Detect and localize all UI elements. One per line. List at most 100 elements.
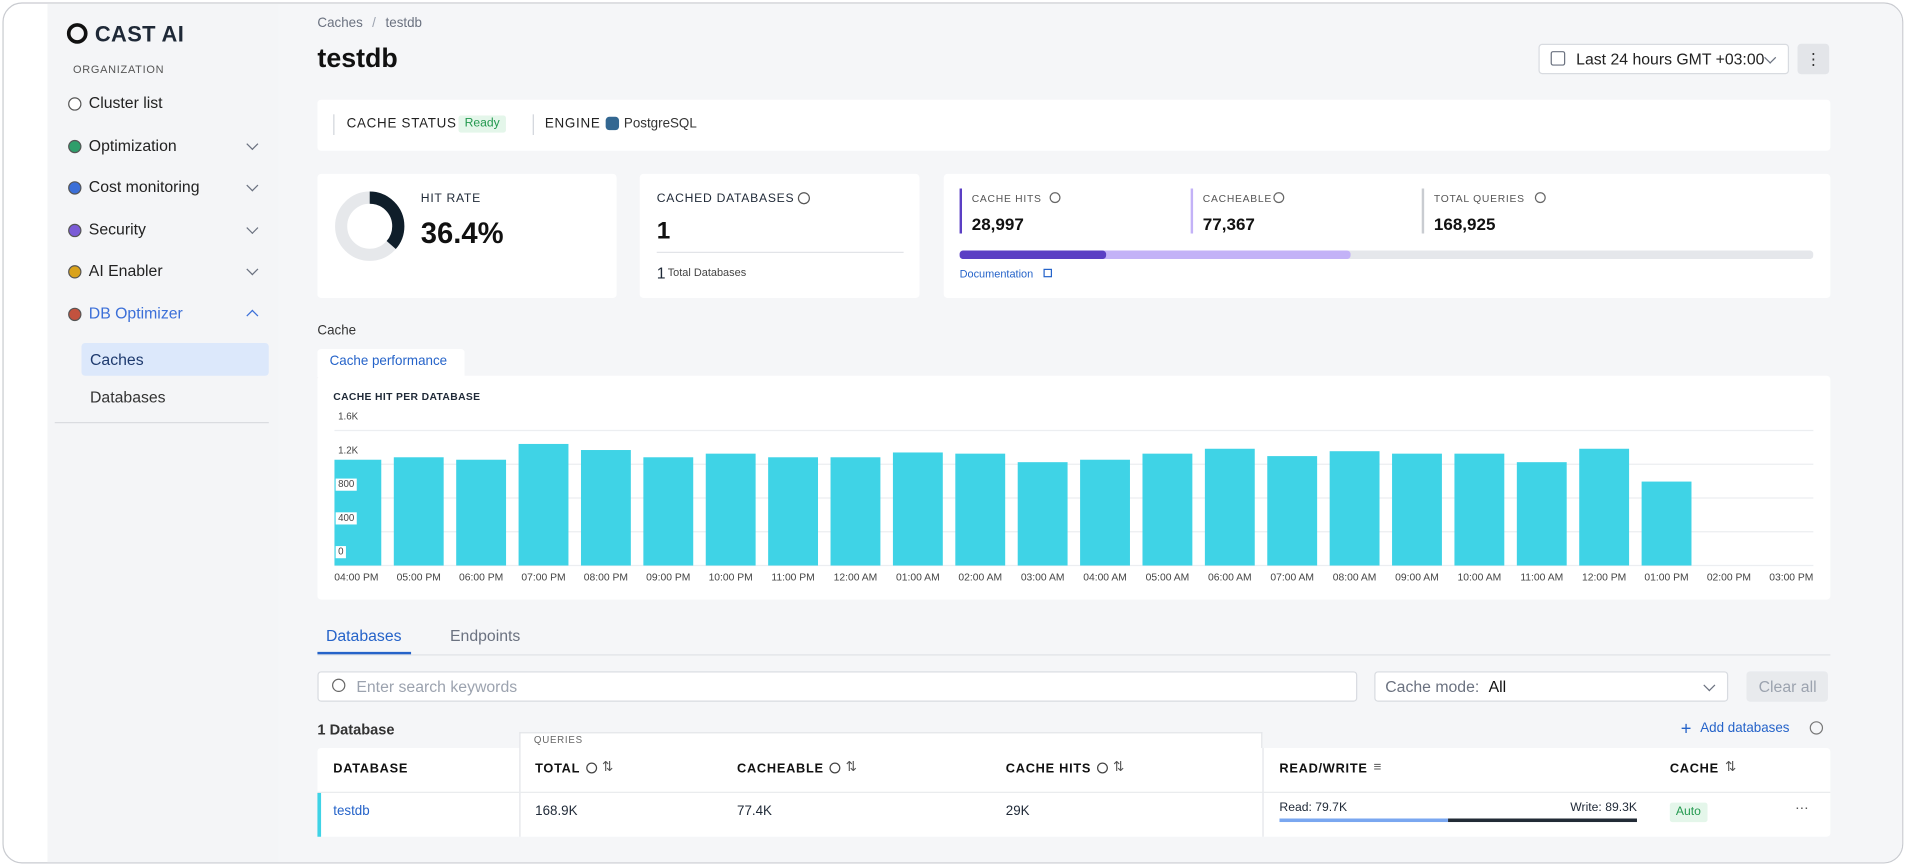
row-divider bbox=[317, 791, 1831, 793]
metric-value: 168,925 bbox=[1433, 214, 1496, 234]
add-link[interactable]: Add databases bbox=[1700, 721, 1790, 736]
nav-subitem[interactable]: Databases bbox=[89, 387, 166, 407]
nav-item[interactable]: Cost monitoring bbox=[88, 177, 200, 196]
column-header[interactable]: CACHE HITS bbox=[1005, 761, 1092, 776]
logo-icon bbox=[66, 23, 88, 44]
bar bbox=[643, 457, 694, 566]
x-tick-label: 05:00 PM bbox=[397, 572, 441, 583]
section-title: Cache bbox=[317, 323, 357, 339]
info-icon[interactable] bbox=[1049, 192, 1061, 204]
tab[interactable] bbox=[317, 349, 465, 378]
search-placeholder[interactable]: Enter search keywords bbox=[356, 677, 518, 696]
y-tick-bg bbox=[335, 512, 357, 525]
select-label: Cache mode: bbox=[1385, 677, 1480, 696]
info-icon[interactable] bbox=[1097, 762, 1109, 774]
metric-value: 77,367 bbox=[1202, 214, 1255, 234]
nav-active[interactable] bbox=[81, 342, 269, 376]
time-range-label[interactable]: Last 24 hours GMT +03:00 bbox=[1576, 49, 1765, 69]
bar bbox=[1392, 453, 1442, 566]
write-label: Write: 89.3K bbox=[1570, 801, 1637, 815]
tab-label[interactable]: Cache performance bbox=[329, 353, 448, 369]
db-link[interactable]: testdb bbox=[333, 803, 370, 819]
read-text: Read: bbox=[1279, 801, 1312, 815]
nav-item[interactable]: AI Enabler bbox=[88, 261, 163, 280]
bar bbox=[1516, 462, 1567, 566]
row-menu[interactable]: ⋯ bbox=[1795, 801, 1809, 817]
bar bbox=[1142, 453, 1193, 566]
bar bbox=[1579, 448, 1630, 566]
settings-icon[interactable] bbox=[1809, 721, 1824, 735]
bar bbox=[830, 457, 881, 566]
y-tick-bg bbox=[335, 546, 346, 559]
postgres-icon bbox=[605, 116, 620, 131]
section-label: ORGANIZATION bbox=[72, 63, 165, 76]
hit-rate-value: 36.4% bbox=[420, 217, 504, 251]
bar bbox=[1204, 448, 1255, 566]
sort-icon[interactable]: ⇅ bbox=[1724, 760, 1737, 775]
nav-icon bbox=[68, 97, 82, 111]
clear-label[interactable]: Clear all bbox=[1758, 677, 1817, 696]
x-tick-label: 05:00 AM bbox=[1146, 572, 1190, 583]
calendar-icon bbox=[1550, 51, 1566, 66]
cell: 29K bbox=[1005, 803, 1030, 819]
group-header bbox=[519, 732, 1263, 748]
nav-item[interactable]: Optimization bbox=[88, 136, 177, 155]
sort-icon[interactable]: ⇅ bbox=[845, 760, 857, 775]
breadcrumb[interactable]: Caches bbox=[317, 15, 363, 31]
nav-item[interactable]: DB Optimizer bbox=[88, 304, 183, 323]
info-icon[interactable] bbox=[1535, 192, 1547, 204]
x-tick-label: 01:00 AM bbox=[896, 572, 940, 583]
read-label: Read: 79.7K bbox=[1279, 801, 1347, 815]
bar bbox=[1267, 456, 1318, 566]
tab[interactable]: Databases bbox=[325, 626, 402, 645]
cached-card bbox=[639, 173, 920, 298]
column-header[interactable]: CACHEABLE bbox=[737, 761, 824, 776]
x-tick-label: 03:00 PM bbox=[1769, 572, 1813, 583]
cache-mode-select[interactable] bbox=[1374, 671, 1729, 702]
write-text: Write: bbox=[1570, 801, 1602, 815]
tab[interactable]: Endpoints bbox=[449, 626, 521, 645]
metric-accent bbox=[1190, 188, 1194, 234]
bar bbox=[393, 457, 444, 566]
time-range[interactable] bbox=[1538, 43, 1790, 75]
x-tick-label: 08:00 PM bbox=[584, 572, 628, 583]
divider bbox=[333, 114, 335, 135]
bar bbox=[1641, 481, 1692, 566]
read-write-bar bbox=[1279, 818, 1637, 823]
documentation-link[interactable]: Documentation bbox=[959, 267, 1034, 280]
nav-subitem[interactable]: Caches bbox=[89, 350, 144, 369]
filter-icon[interactable]: ≡ bbox=[1373, 760, 1382, 775]
column-header[interactable]: DATABASE bbox=[333, 761, 409, 776]
y-tick-label: 1.2K bbox=[338, 445, 359, 456]
column-header[interactable]: TOTAL bbox=[535, 761, 581, 776]
bar bbox=[705, 453, 756, 566]
sort-icon[interactable]: ⇅ bbox=[602, 760, 614, 775]
info-icon[interactable] bbox=[829, 762, 841, 774]
info-icon[interactable] bbox=[1272, 192, 1284, 204]
x-tick-label: 04:00 PM bbox=[334, 572, 378, 583]
select-value[interactable]: All bbox=[1488, 677, 1507, 696]
more-button[interactable]: ⋮ bbox=[1797, 43, 1830, 75]
divider bbox=[54, 422, 269, 424]
x-tick-label: 06:00 AM bbox=[1208, 572, 1252, 583]
y-tick-bg bbox=[335, 478, 357, 491]
nav-item[interactable]: Cluster list bbox=[88, 93, 163, 112]
breadcrumb: testdb bbox=[385, 15, 422, 31]
breadcrumb-sep: / bbox=[372, 15, 376, 31]
search-box[interactable] bbox=[317, 671, 1358, 702]
info-icon[interactable] bbox=[797, 192, 810, 205]
bar bbox=[518, 443, 569, 566]
chart-title: CACHE HIT PER DATABASE bbox=[333, 390, 481, 403]
cell: 77.4K bbox=[737, 803, 772, 819]
write-bar bbox=[1448, 818, 1637, 823]
sort-icon[interactable]: ⇅ bbox=[1113, 760, 1125, 775]
clear-button[interactable] bbox=[1746, 671, 1828, 702]
column-header[interactable]: CACHE bbox=[1669, 761, 1719, 776]
sidebar bbox=[47, 3, 279, 863]
column-header[interactable]: READ/WRITE bbox=[1279, 761, 1368, 776]
nav-item[interactable]: Security bbox=[88, 220, 146, 239]
info-icon[interactable] bbox=[586, 762, 598, 774]
cache-badge: Auto bbox=[1669, 802, 1708, 823]
bar bbox=[955, 453, 1006, 566]
x-tick-label: 12:00 AM bbox=[834, 572, 878, 583]
